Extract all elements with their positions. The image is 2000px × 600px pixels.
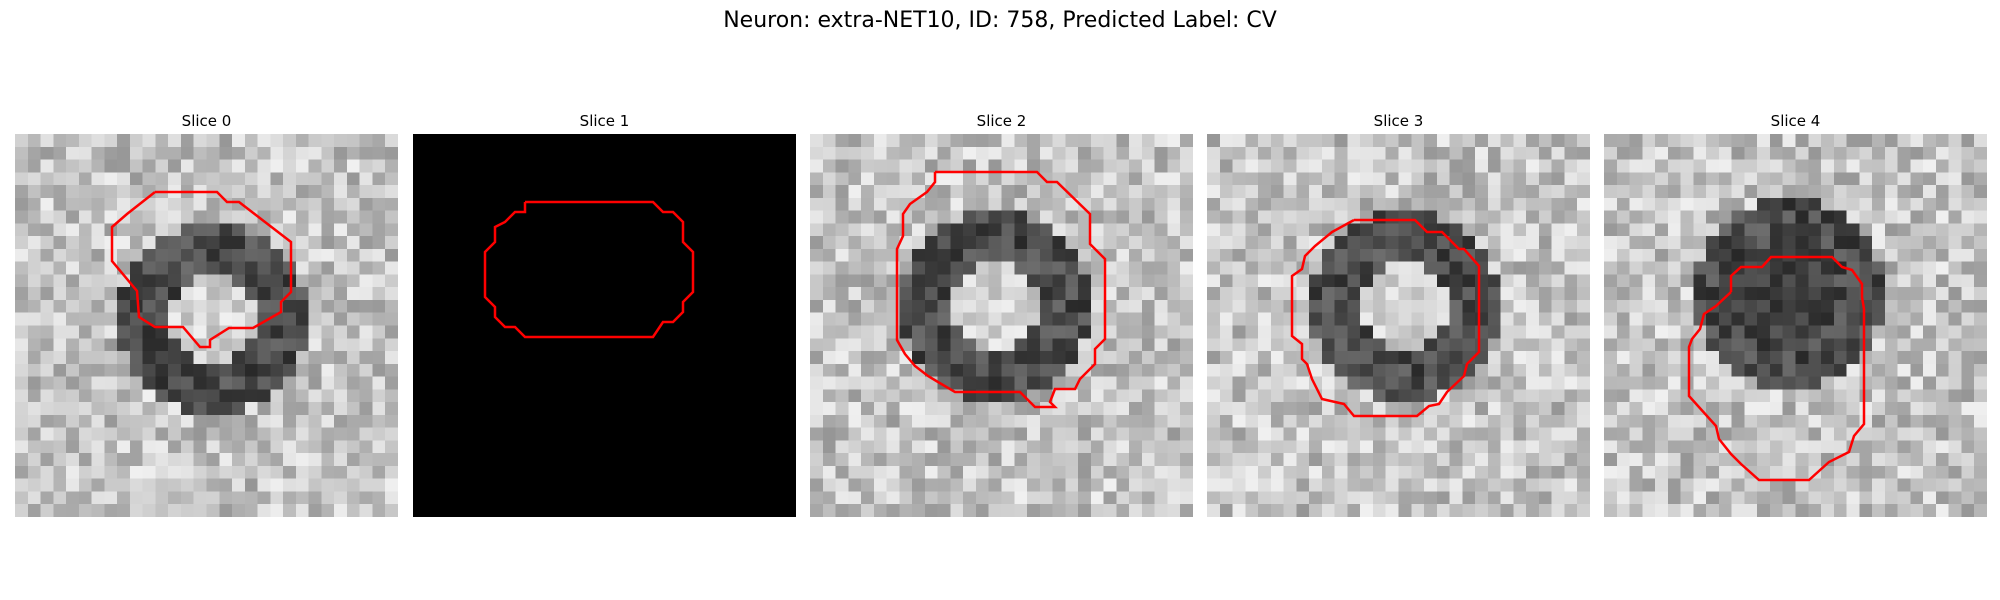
roi-contour-overlay: [110, 190, 293, 349]
slice-panel-1: Slice 1: [413, 110, 796, 517]
slice-title: Slice 3: [1373, 112, 1424, 130]
grayscale-patch: [15, 134, 398, 517]
roi-contour-overlay: [483, 200, 695, 339]
slice-image: [15, 134, 398, 517]
slice-title: Slice 2: [976, 112, 1027, 130]
slice-panel-3: Slice 3: [1207, 110, 1590, 517]
slice-title: Slice 0: [181, 112, 232, 130]
roi-contour: [1290, 218, 1481, 418]
slice-panel-0: Slice 0: [15, 110, 398, 517]
slice-panel-4: Slice 4: [1604, 110, 1987, 517]
roi-contour: [895, 170, 1107, 409]
slice-image: [810, 134, 1193, 517]
slice-image: [1207, 134, 1590, 517]
figure-title: Neuron: extra-NET10, ID: 758, Predicted …: [723, 8, 1277, 33]
slice-title: Slice 1: [579, 112, 630, 130]
grayscale-patch: [1604, 134, 1987, 517]
roi-contour: [110, 190, 293, 349]
slice-title: Slice 4: [1770, 112, 1821, 130]
slice-image: [413, 134, 796, 517]
roi-contour-overlay: [895, 170, 1107, 409]
roi-contour-overlay: [1687, 255, 1866, 482]
roi-contour-overlay: [1290, 218, 1481, 418]
slice-image: [1604, 134, 1987, 517]
slice-panel-2: Slice 2: [810, 110, 1193, 517]
roi-contour: [1687, 255, 1866, 482]
grayscale-patch: [810, 134, 1193, 517]
grayscale-patch: [1207, 134, 1590, 517]
roi-contour: [483, 200, 695, 339]
blank-patch: [413, 134, 796, 517]
